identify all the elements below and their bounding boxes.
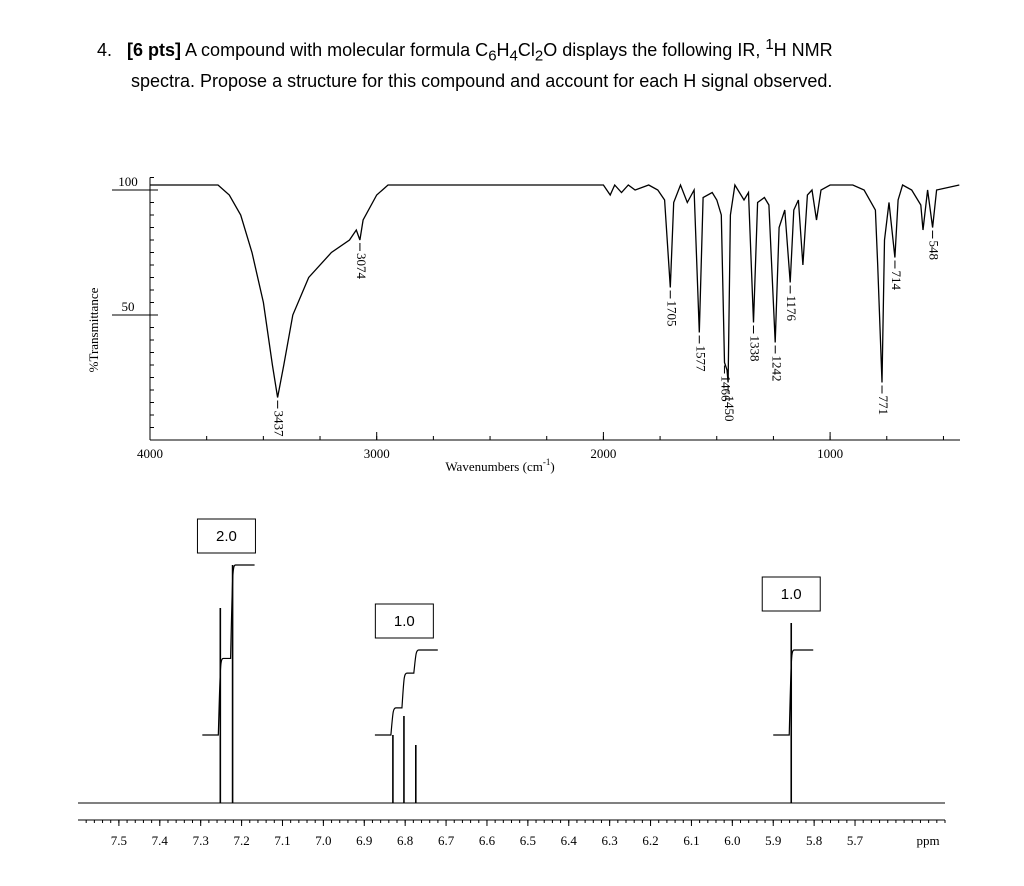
x-tick-label: 7.5 — [111, 833, 127, 848]
peak-label: 3437 — [272, 411, 287, 438]
peak-label: 1176 — [784, 296, 799, 322]
peak-label: 548 — [927, 241, 942, 261]
x-label: Wavenumbers (cm — [445, 459, 543, 474]
x-tick-label: 6.6 — [479, 833, 496, 848]
number: 4. — [97, 40, 113, 60]
y-tick-label: 50 — [122, 299, 135, 314]
integration-box: 1.0 — [761, 576, 821, 612]
x-tick-label: 4000 — [137, 446, 163, 461]
integration-box: 1.0 — [374, 603, 434, 639]
x-tick-label: 5.7 — [847, 833, 864, 848]
x-tick-label: 6.7 — [438, 833, 455, 848]
sub: 2 — [534, 47, 544, 65]
x-tick-label: 6.2 — [642, 833, 658, 848]
integration-label: 2.0 — [216, 528, 237, 545]
text: H — [496, 40, 510, 60]
integration-label: 1.0 — [781, 586, 802, 603]
x-tick-label: 6.0 — [724, 833, 740, 848]
peak-label: 1338 — [747, 336, 762, 362]
sub: 4 — [509, 47, 518, 65]
x-tick-label: 5.9 — [765, 833, 781, 848]
x-tick-label: 6.8 — [397, 833, 413, 848]
x-tick-label: 6.3 — [602, 833, 618, 848]
x-tick-label: 7.3 — [193, 833, 209, 848]
x-tick-label: 6.9 — [356, 833, 372, 848]
x-tick-label: 1000 — [817, 446, 843, 461]
x-tick-label: 7.0 — [315, 833, 331, 848]
integration-label: 1.0 — [394, 613, 415, 630]
x-tick-label: 7.1 — [274, 833, 290, 848]
peak-label: 1466 — [718, 376, 733, 403]
x-label-end: ) — [550, 459, 554, 474]
question-line-2: spectra. Propose a structure for this co… — [131, 70, 833, 91]
sub: 6 — [488, 47, 497, 65]
peak-label: 1705 — [664, 301, 679, 327]
peak-label: 3074 — [354, 253, 369, 280]
ir-curve — [150, 183, 960, 398]
x-tick-label: 7.2 — [233, 833, 249, 848]
peak-label: 1242 — [769, 356, 784, 382]
x-label-sup: -1 — [543, 457, 551, 467]
x-tick-label: 6.4 — [561, 833, 578, 848]
integral-curve — [374, 649, 438, 736]
x-tick-label: 7.4 — [152, 833, 169, 848]
x-tick-label: 6.5 — [520, 833, 536, 848]
box-frame — [374, 603, 434, 639]
peak-label: 1450 — [722, 396, 737, 422]
text: O displays the following IR, — [543, 40, 766, 60]
integral-curve — [773, 649, 814, 736]
x-tick-label: 2000 — [590, 446, 616, 461]
question-line-1: 4. [6 pts] A compound with molecular for… — [97, 32, 833, 69]
box-frame — [761, 576, 821, 612]
peak-label: 714 — [889, 271, 904, 291]
question: 4. [6 pts] A compound with molecular for… — [97, 32, 833, 94]
text: H NMR — [773, 40, 833, 60]
y-axis-label: %Transmittance — [86, 287, 101, 372]
x-tick-label: 3000 — [364, 446, 390, 461]
nmr-x-label: ppm — [916, 833, 939, 848]
peak-label: 771 — [876, 396, 891, 416]
x-tick-label: 5.8 — [806, 833, 822, 848]
y-tick-label: 100 — [118, 174, 138, 189]
box-frame — [196, 518, 256, 554]
sup: 1 — [765, 36, 774, 53]
peak-label: 1577 — [693, 346, 708, 373]
integral-curve — [202, 564, 255, 736]
integration-box: 2.0 — [196, 518, 256, 554]
text: A compound with molecular formula C — [185, 40, 489, 60]
x-tick-label: 6.1 — [683, 833, 699, 848]
x-axis-label: Wavenumbers (cm-1) — [445, 457, 554, 474]
points: [6 pts] — [127, 40, 182, 60]
text: Cl — [517, 40, 535, 60]
